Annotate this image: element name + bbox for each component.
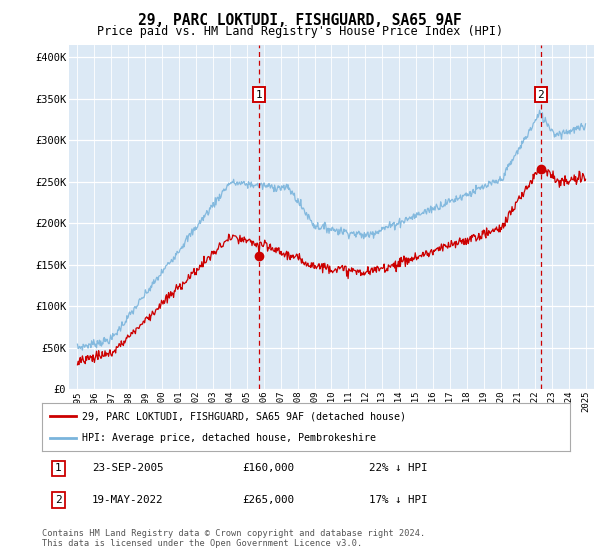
Text: 22% ↓ HPI: 22% ↓ HPI <box>370 464 428 473</box>
Text: 2: 2 <box>538 90 544 100</box>
Text: 29, PARC LOKTUDI, FISHGUARD, SA65 9AF (detached house): 29, PARC LOKTUDI, FISHGUARD, SA65 9AF (d… <box>82 411 406 421</box>
Text: £160,000: £160,000 <box>242 464 295 473</box>
Text: HPI: Average price, detached house, Pembrokeshire: HPI: Average price, detached house, Pemb… <box>82 433 376 443</box>
Text: 19-MAY-2022: 19-MAY-2022 <box>92 495 164 505</box>
Text: 2: 2 <box>55 495 62 505</box>
Text: 1: 1 <box>256 90 262 100</box>
Text: 17% ↓ HPI: 17% ↓ HPI <box>370 495 428 505</box>
Text: 29, PARC LOKTUDI, FISHGUARD, SA65 9AF: 29, PARC LOKTUDI, FISHGUARD, SA65 9AF <box>138 13 462 27</box>
Text: 23-SEP-2005: 23-SEP-2005 <box>92 464 164 473</box>
Text: Contains HM Land Registry data © Crown copyright and database right 2024.
This d: Contains HM Land Registry data © Crown c… <box>42 529 425 548</box>
Text: Price paid vs. HM Land Registry's House Price Index (HPI): Price paid vs. HM Land Registry's House … <box>97 25 503 38</box>
Text: 1: 1 <box>55 464 62 473</box>
Text: £265,000: £265,000 <box>242 495 295 505</box>
